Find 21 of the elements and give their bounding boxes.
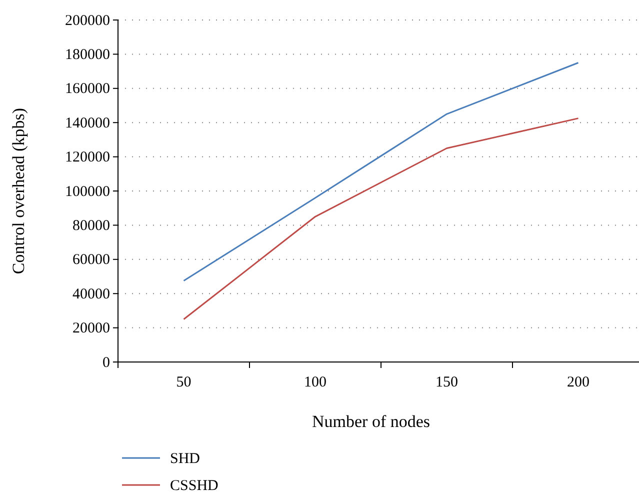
y-tick-label: 120000 bbox=[65, 150, 110, 166]
legend-label: SHD bbox=[170, 451, 200, 467]
x-tick-label: 200 bbox=[567, 374, 590, 391]
y-tick-label: 180000 bbox=[65, 47, 110, 63]
line-series bbox=[183, 118, 579, 320]
y-tick-label: 20000 bbox=[72, 320, 110, 337]
y-tick-label: 160000 bbox=[65, 81, 110, 98]
y-tick-label: 40000 bbox=[72, 286, 110, 302]
legend-label: CSSHD bbox=[170, 478, 219, 494]
x-tick-label: 150 bbox=[436, 374, 458, 391]
x-axis-title: Number of nodes bbox=[312, 412, 430, 431]
y-tick-label: 140000 bbox=[65, 115, 110, 132]
y-tick-label: 100000 bbox=[65, 184, 110, 200]
y-tick-label: 200000 bbox=[65, 12, 110, 29]
x-tick-label: 50 bbox=[176, 374, 192, 391]
y-tick-label: 0 bbox=[102, 354, 110, 371]
x-tick-label: 100 bbox=[304, 374, 326, 391]
y-tick-label: 60000 bbox=[72, 252, 110, 268]
line-series bbox=[183, 62, 579, 282]
y-tick-label: 80000 bbox=[72, 218, 110, 234]
y-axis-title: Control overhead (kpbs) bbox=[9, 108, 28, 274]
